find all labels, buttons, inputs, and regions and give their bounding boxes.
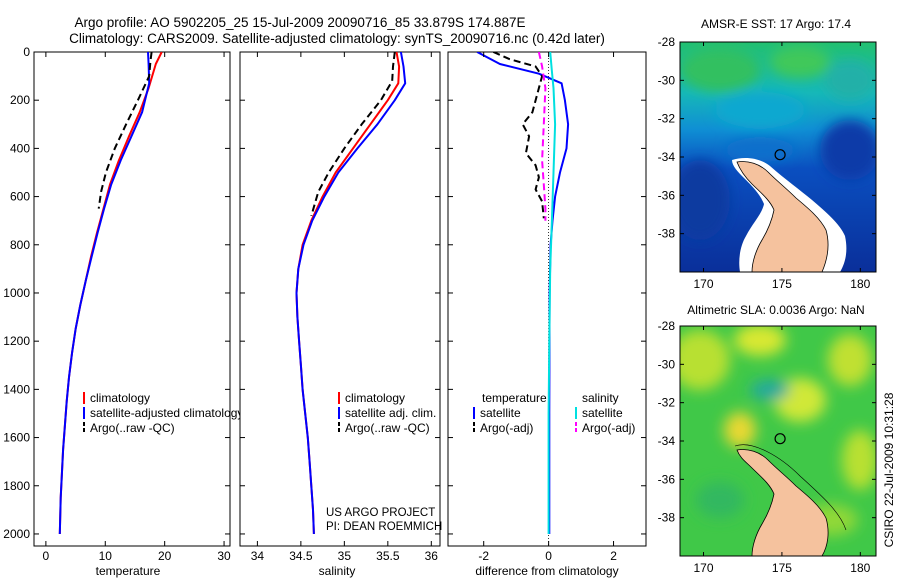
difference-axes — [447, 51, 647, 547]
difference-xlabel: difference from climatology — [475, 564, 618, 578]
salinity-axes — [239, 51, 441, 547]
y-tick-label: -30 — [658, 73, 676, 87]
legend-temp-argo: Argo(-adj) — [480, 421, 533, 435]
x-tick-label: 175 — [772, 277, 792, 291]
x-tick-label: 180 — [850, 277, 870, 291]
sst-map: AMSR-E SST: 17 Argo: 17.4 170 175 180 -28 -3… — [658, 17, 877, 291]
y-tick-label: -34 — [658, 150, 676, 164]
y-tick-label: 1000 — [3, 286, 30, 300]
y-tick-label: 2000 — [3, 527, 30, 541]
y-tick-label: -30 — [658, 357, 676, 371]
y-tick-label: -36 — [658, 188, 676, 202]
temperature-axes — [33, 51, 231, 547]
legend-temperature-header: temperature — [482, 391, 547, 405]
y-tick-label: 600 — [10, 190, 30, 204]
temperature-panel: 0 10 20 30 0 200 400 600 800 1000 1200 1400 1600 1800… — [3, 45, 243, 578]
y-tick-label: -38 — [658, 511, 676, 525]
legend-sal-satellite: satellite — [582, 406, 623, 420]
series-salinity-satellite — [547, 52, 557, 534]
sla-map: Altimetric SLA: 0.0036 Argo: NaN 170 175 1… — [658, 303, 877, 575]
legend-climatology: climatology — [90, 391, 150, 405]
x-tick-label: 180 — [850, 561, 870, 575]
x-tick-label: 35.5 — [376, 549, 400, 563]
y-tick-label: 200 — [10, 93, 30, 107]
x-tick-label: -2 — [478, 549, 489, 563]
x-tick-label: 10 — [99, 549, 113, 563]
y-tick-label: 0 — [23, 45, 30, 59]
x-tick-label: 170 — [694, 561, 714, 575]
legend-climatology: climatology — [345, 391, 405, 405]
timestamp-label: CSIRO 22-Jul-2009 10:31:28 — [882, 392, 896, 547]
sla-field — [680, 326, 876, 556]
y-tick-label: 400 — [10, 141, 30, 155]
land-north-island — [736, 161, 829, 272]
temperature-legend: climatology satellite-adjusted climatolo… — [83, 391, 243, 435]
y-tick-label: -28 — [658, 319, 676, 333]
x-tick-label: 20 — [158, 549, 172, 563]
y-tick-label: 1200 — [3, 334, 30, 348]
legend-salinity-header: salinity — [582, 391, 619, 405]
y-tick-label: -32 — [658, 396, 676, 410]
project-label: US ARGO PROJECT — [326, 507, 435, 519]
salinity-xlabel: salinity — [319, 564, 356, 578]
sst-field — [680, 42, 876, 272]
y-tick-label: 1600 — [3, 431, 30, 445]
legend-argo: Argo(..raw -QC) — [90, 421, 175, 435]
y-tick-label: -32 — [658, 112, 676, 126]
difference-panel: -2 0 2 difference from climatology tempera… — [447, 51, 647, 578]
x-tick-label: 170 — [694, 277, 714, 291]
land-north-island — [736, 449, 829, 556]
legend-argo: Argo(..raw -QC) — [345, 421, 430, 435]
legend-satellite-adjusted: satellite-adjusted climatology — [90, 406, 243, 420]
x-tick-label: 30 — [217, 549, 231, 563]
series-salinity-argo-adj — [537, 52, 547, 221]
x-tick-label: 175 — [772, 561, 792, 575]
title-line-2: Climatology: CARS2009. Satellite-adjuste… — [69, 31, 605, 46]
sla-map-title: Altimetric SLA: 0.0036 Argo: NaN — [687, 303, 864, 317]
x-tick-label: 0 — [545, 549, 552, 563]
legend-temp-satellite: satellite — [480, 406, 521, 420]
y-tick-label: 1800 — [3, 479, 30, 493]
temperature-xlabel: temperature — [96, 564, 161, 578]
difference-legend: temperature salinity satellite Argo(-adj… — [473, 391, 635, 435]
x-tick-label: 2 — [610, 549, 617, 563]
x-tick-label: 34.5 — [289, 549, 313, 563]
legend-sal-argo: Argo(-adj) — [582, 421, 635, 435]
x-tick-label: 36 — [425, 549, 439, 563]
series-argo-raw-qc — [310, 52, 396, 217]
y-tick-label: -28 — [658, 35, 676, 49]
salinity-panel: 34 34.5 35 35.5 36 salinity climatology sate… — [239, 51, 442, 578]
y-tick-label: 800 — [10, 238, 30, 252]
title-line-1: Argo profile: AO 5902205_25 15-Jul-2009 … — [74, 15, 525, 30]
series-temperature-argo-adj — [492, 52, 545, 219]
contour-line — [734, 444, 847, 531]
x-tick-label: 35 — [338, 549, 352, 563]
salinity-legend: climatology satellite adj. clim. Argo(..… — [338, 391, 436, 435]
argo-location-marker — [774, 433, 786, 445]
sst-map-title: AMSR-E SST: 17 Argo: 17.4 — [701, 17, 851, 31]
y-tick-label: -36 — [658, 472, 676, 486]
pi-label: PI: DEAN ROEMMICH — [326, 521, 442, 533]
x-tick-label: 34 — [251, 549, 265, 563]
series-argo-raw-qc — [97, 52, 153, 209]
series-satellite-adjusted-climatology — [58, 52, 151, 535]
legend-satellite-adj: satellite adj. clim. — [345, 406, 436, 420]
argo-location-marker — [774, 149, 786, 161]
x-tick-label: 0 — [43, 549, 50, 563]
y-tick-label: 1400 — [3, 382, 30, 396]
y-tick-label: -38 — [658, 227, 676, 241]
y-tick-label: -34 — [658, 434, 676, 448]
series-satellite-adj-clim — [295, 52, 407, 535]
